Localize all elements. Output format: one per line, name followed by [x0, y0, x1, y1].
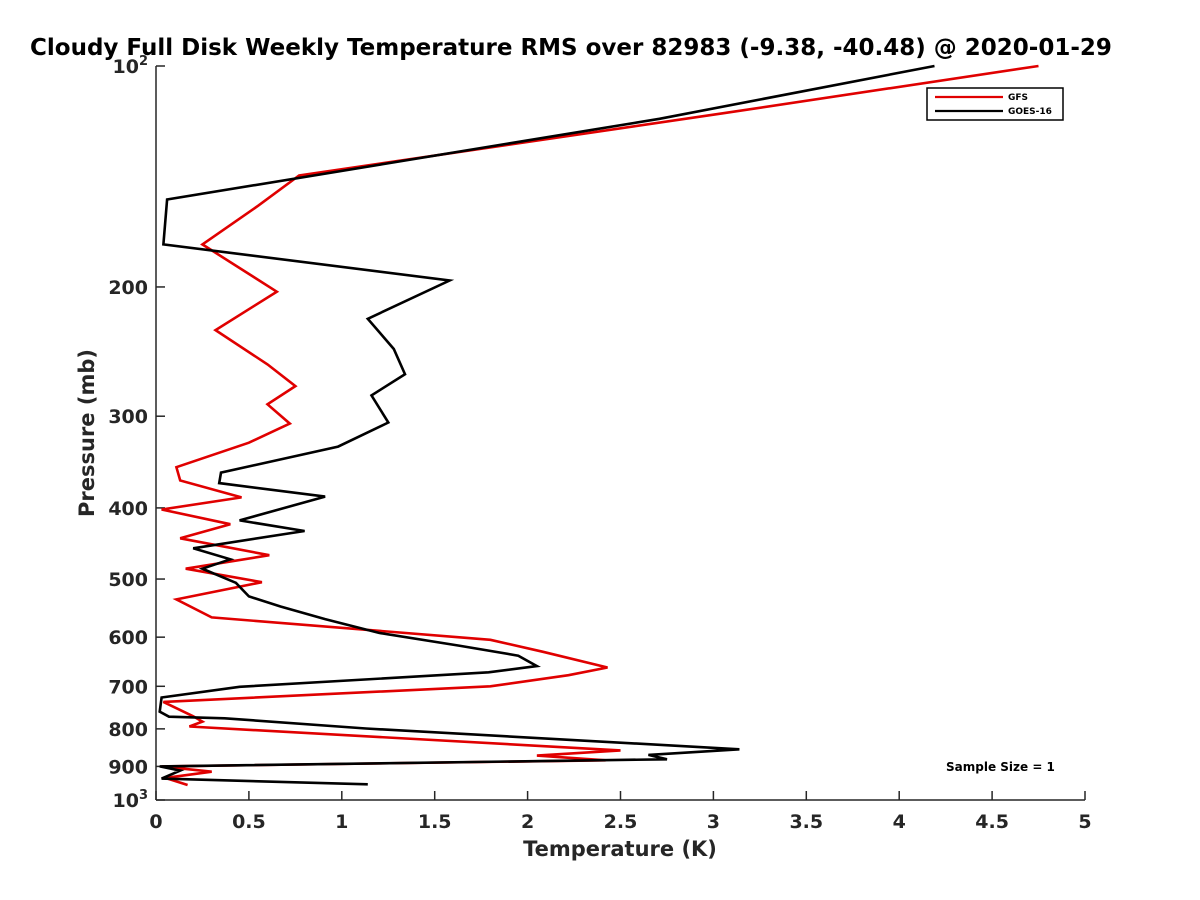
y-tick-label: 300 [108, 406, 148, 428]
y-tick-label: 700 [108, 676, 148, 698]
sample-size-annotation: Sample Size = 1 [946, 760, 1055, 774]
legend: GFS GOES-16 [926, 87, 1064, 121]
x-tick-label: 1 [335, 811, 348, 833]
series-line-goes-16 [158, 64, 935, 786]
legend-label: GOES-16 [1008, 107, 1052, 117]
y-tick-label: 102 [113, 54, 149, 78]
y-tick-label: 600 [108, 627, 148, 649]
legend-box [926, 87, 1064, 121]
y-tick-label: 103 [113, 788, 149, 812]
x-axis-label: Temperature (K) [523, 837, 717, 861]
x-tick-label: 3 [707, 811, 720, 833]
x-tick-label: 0 [149, 811, 162, 833]
x-tick-label: 2 [521, 811, 534, 833]
y-tick-base: 10 [113, 56, 139, 78]
y-tick-label: 200 [108, 277, 148, 299]
x-tick-label: 2.5 [604, 811, 638, 833]
ticks: 0 0.5 1 1.5 2 2.5 3 3.5 4 4.5 51022003004005006007… [108, 54, 1091, 833]
x-tick-label: 3.5 [789, 811, 823, 833]
x-tick-label: 0.5 [232, 811, 266, 833]
y-tick-base: 10 [113, 790, 139, 812]
x-tick-label: 5 [1078, 811, 1091, 833]
y-tick-label: 500 [108, 569, 148, 591]
x-tick-label: 4 [893, 811, 906, 833]
axes [155, 66, 1085, 801]
y-tick-label: 800 [108, 719, 148, 741]
legend-label: GFS [1008, 93, 1028, 103]
x-tick-label: 1.5 [418, 811, 452, 833]
y-tick-label: 400 [108, 498, 148, 520]
series-lines [158, 64, 1039, 787]
chart-title: Cloudy Full Disk Weekly Temperature RMS … [30, 35, 1112, 61]
y-axis-label: Pressure (mb) [75, 349, 99, 517]
x-tick-label: 4.5 [975, 811, 1009, 833]
y-tick-label: 900 [108, 756, 148, 778]
y-tick-exponent: 2 [139, 54, 148, 69]
y-tick-exponent: 3 [139, 788, 148, 803]
series-line-gfs [161, 64, 1039, 787]
